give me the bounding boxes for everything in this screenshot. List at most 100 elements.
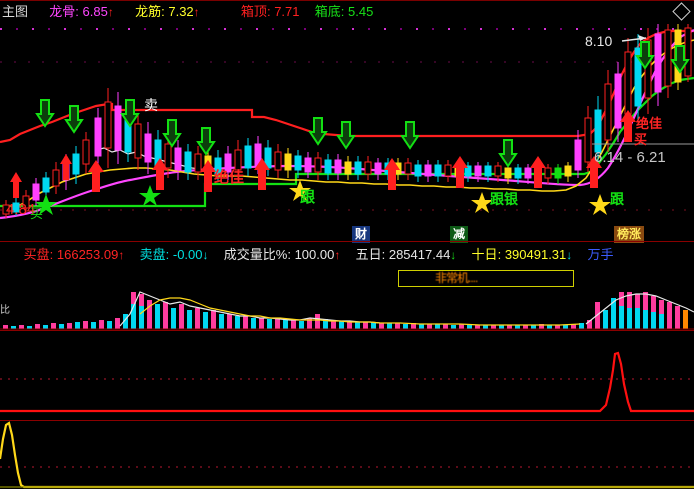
info-ten-day-value: 390491.31 [504, 247, 567, 262]
header-item-longjin-label: 龙筋 [135, 4, 162, 19]
volume-pane[interactable] [0, 290, 694, 330]
buy-arrow-up-icon [254, 158, 270, 190]
candle [444, 160, 452, 182]
header-item-xiangdi-value: 5.45 [348, 4, 374, 19]
info-bar: 买盘: 166253.09↑ 卖盘: -0.00↓ 成交量比%: 100.00↑… [23, 247, 614, 262]
sell-arrow-down-icon [196, 127, 216, 156]
candle [404, 158, 412, 180]
pane-divider-1 [0, 330, 694, 331]
header-item-xiangdi-label: 箱底 [314, 4, 341, 19]
vol-ma10-line [139, 297, 581, 326]
follow-bank-text-marker: 跟银 [490, 191, 519, 207]
vol-ma-right [585, 293, 694, 325]
info-buy-volume-value: 166253.09 [56, 247, 119, 262]
indicator-pane-2[interactable] [0, 421, 694, 489]
candle [554, 164, 562, 184]
sell-arrow-down-icon [35, 99, 55, 128]
sell-arrow-down-icon [120, 99, 140, 128]
candle [484, 162, 492, 182]
info-five-day-label: 五日 [355, 247, 382, 262]
up-arrow-icon: ↑ [107, 5, 114, 19]
candle [434, 160, 442, 182]
chart-header-bar: 主图 龙骨: 6.85↑ 龙筋: 7.32↑ 箱顶: 7.71 箱底: 5.45 [0, 0, 694, 22]
info-ten-day-label: 十日 [471, 247, 498, 262]
buy-arrow-up-icon [10, 172, 22, 198]
candle [324, 154, 332, 180]
volume-axis-label: 比 [0, 305, 10, 316]
indicator-pane-1[interactable] [0, 350, 694, 420]
excellent-text-marker: 绝佳 [214, 168, 244, 186]
buy-arrow-up-icon [530, 156, 546, 188]
candle [664, 24, 672, 98]
buy-arrow-up-icon [384, 158, 400, 190]
candle [214, 150, 222, 182]
star-marker-icon [35, 194, 57, 215]
indicator-2-line [0, 421, 694, 489]
candle [464, 162, 472, 182]
candle [634, 34, 642, 122]
info-buy-volume-label: 买盘 [23, 247, 50, 262]
excellent-text-marker-right: 绝佳 [636, 116, 662, 131]
candle [274, 144, 282, 178]
info-sell-volume-label: 卖盘 [139, 247, 166, 262]
buy-arrow-up-icon [200, 160, 216, 192]
candle [654, 24, 662, 106]
date-range-annotation: 6.14 - 6.21 [592, 143, 694, 166]
sell-arrow-down-icon [635, 41, 655, 70]
price-chart-pane[interactable]: 8.10 6.14 - 6.21 卖 4.84 买 绝佳 跟 跟银 跟 买 绝佳 [0, 22, 694, 222]
candle [224, 146, 232, 180]
star-marker-icon [289, 180, 311, 201]
candle [594, 96, 602, 162]
price-target-annotation: 8.10 [585, 33, 647, 49]
candle [604, 70, 612, 152]
star-marker-icon [589, 194, 611, 215]
buy-arrow-up-icon [60, 154, 72, 180]
volume-chart-svg [0, 291, 694, 330]
candle [72, 146, 80, 184]
candle [184, 144, 192, 180]
date-range-label: 6.14 - 6.21 [594, 149, 666, 166]
buy-text-marker-right: 买 [634, 132, 647, 147]
candle [304, 152, 312, 178]
candle [174, 140, 182, 180]
header-main-title: 主图 [2, 4, 29, 19]
candle [2, 200, 10, 218]
info-unit-label: 万手 [587, 247, 614, 262]
sell-arrow-down-icon [498, 139, 518, 168]
pane-divider-2 [0, 420, 694, 421]
candle [574, 130, 582, 178]
candle [334, 154, 342, 180]
sell-arrow-down-icon [64, 105, 84, 134]
badge-bangzhang[interactable]: 榜涨 [614, 226, 645, 243]
candle [524, 164, 532, 184]
badge-jian[interactable]: 减 [450, 226, 469, 243]
candle [614, 62, 622, 142]
buy-text-marker: 买 [30, 206, 43, 221]
price-target-label: 8.10 [585, 33, 612, 49]
up-arrow-icon: ↑ [193, 5, 200, 19]
info-sell-volume-value: -0.00 [172, 247, 203, 262]
down-arrow-icon: ↓ [566, 248, 573, 262]
candle [564, 162, 572, 182]
candle [104, 88, 112, 168]
diamond-icon[interactable] [672, 2, 691, 21]
candle [22, 190, 30, 212]
candle [82, 132, 90, 174]
info-volume-ratio-value: 100.00 [294, 247, 335, 262]
candle [234, 140, 242, 178]
price-chart-svg: 8.10 6.14 - 6.21 卖 4.84 买 绝佳 跟 跟银 跟 买 绝佳 [0, 24, 694, 221]
header-item-longjin-value: 7.32 [168, 4, 194, 19]
badge-cai[interactable]: 财 [352, 226, 371, 243]
candle [584, 106, 592, 172]
candle [354, 156, 362, 180]
header-item-longgu-value: 6.85 [82, 4, 108, 19]
candle [414, 160, 422, 182]
sell-arrow-down-icon [336, 121, 356, 150]
box-bottom-line [0, 76, 694, 208]
buy-arrow-up-icon [620, 110, 636, 142]
buy-arrow-up-icon [152, 158, 168, 190]
buy-arrow-up-icon [452, 156, 468, 188]
candle [344, 156, 352, 180]
buy-arrow-up-icon [586, 156, 602, 188]
sell-arrow-down-icon [308, 117, 328, 146]
